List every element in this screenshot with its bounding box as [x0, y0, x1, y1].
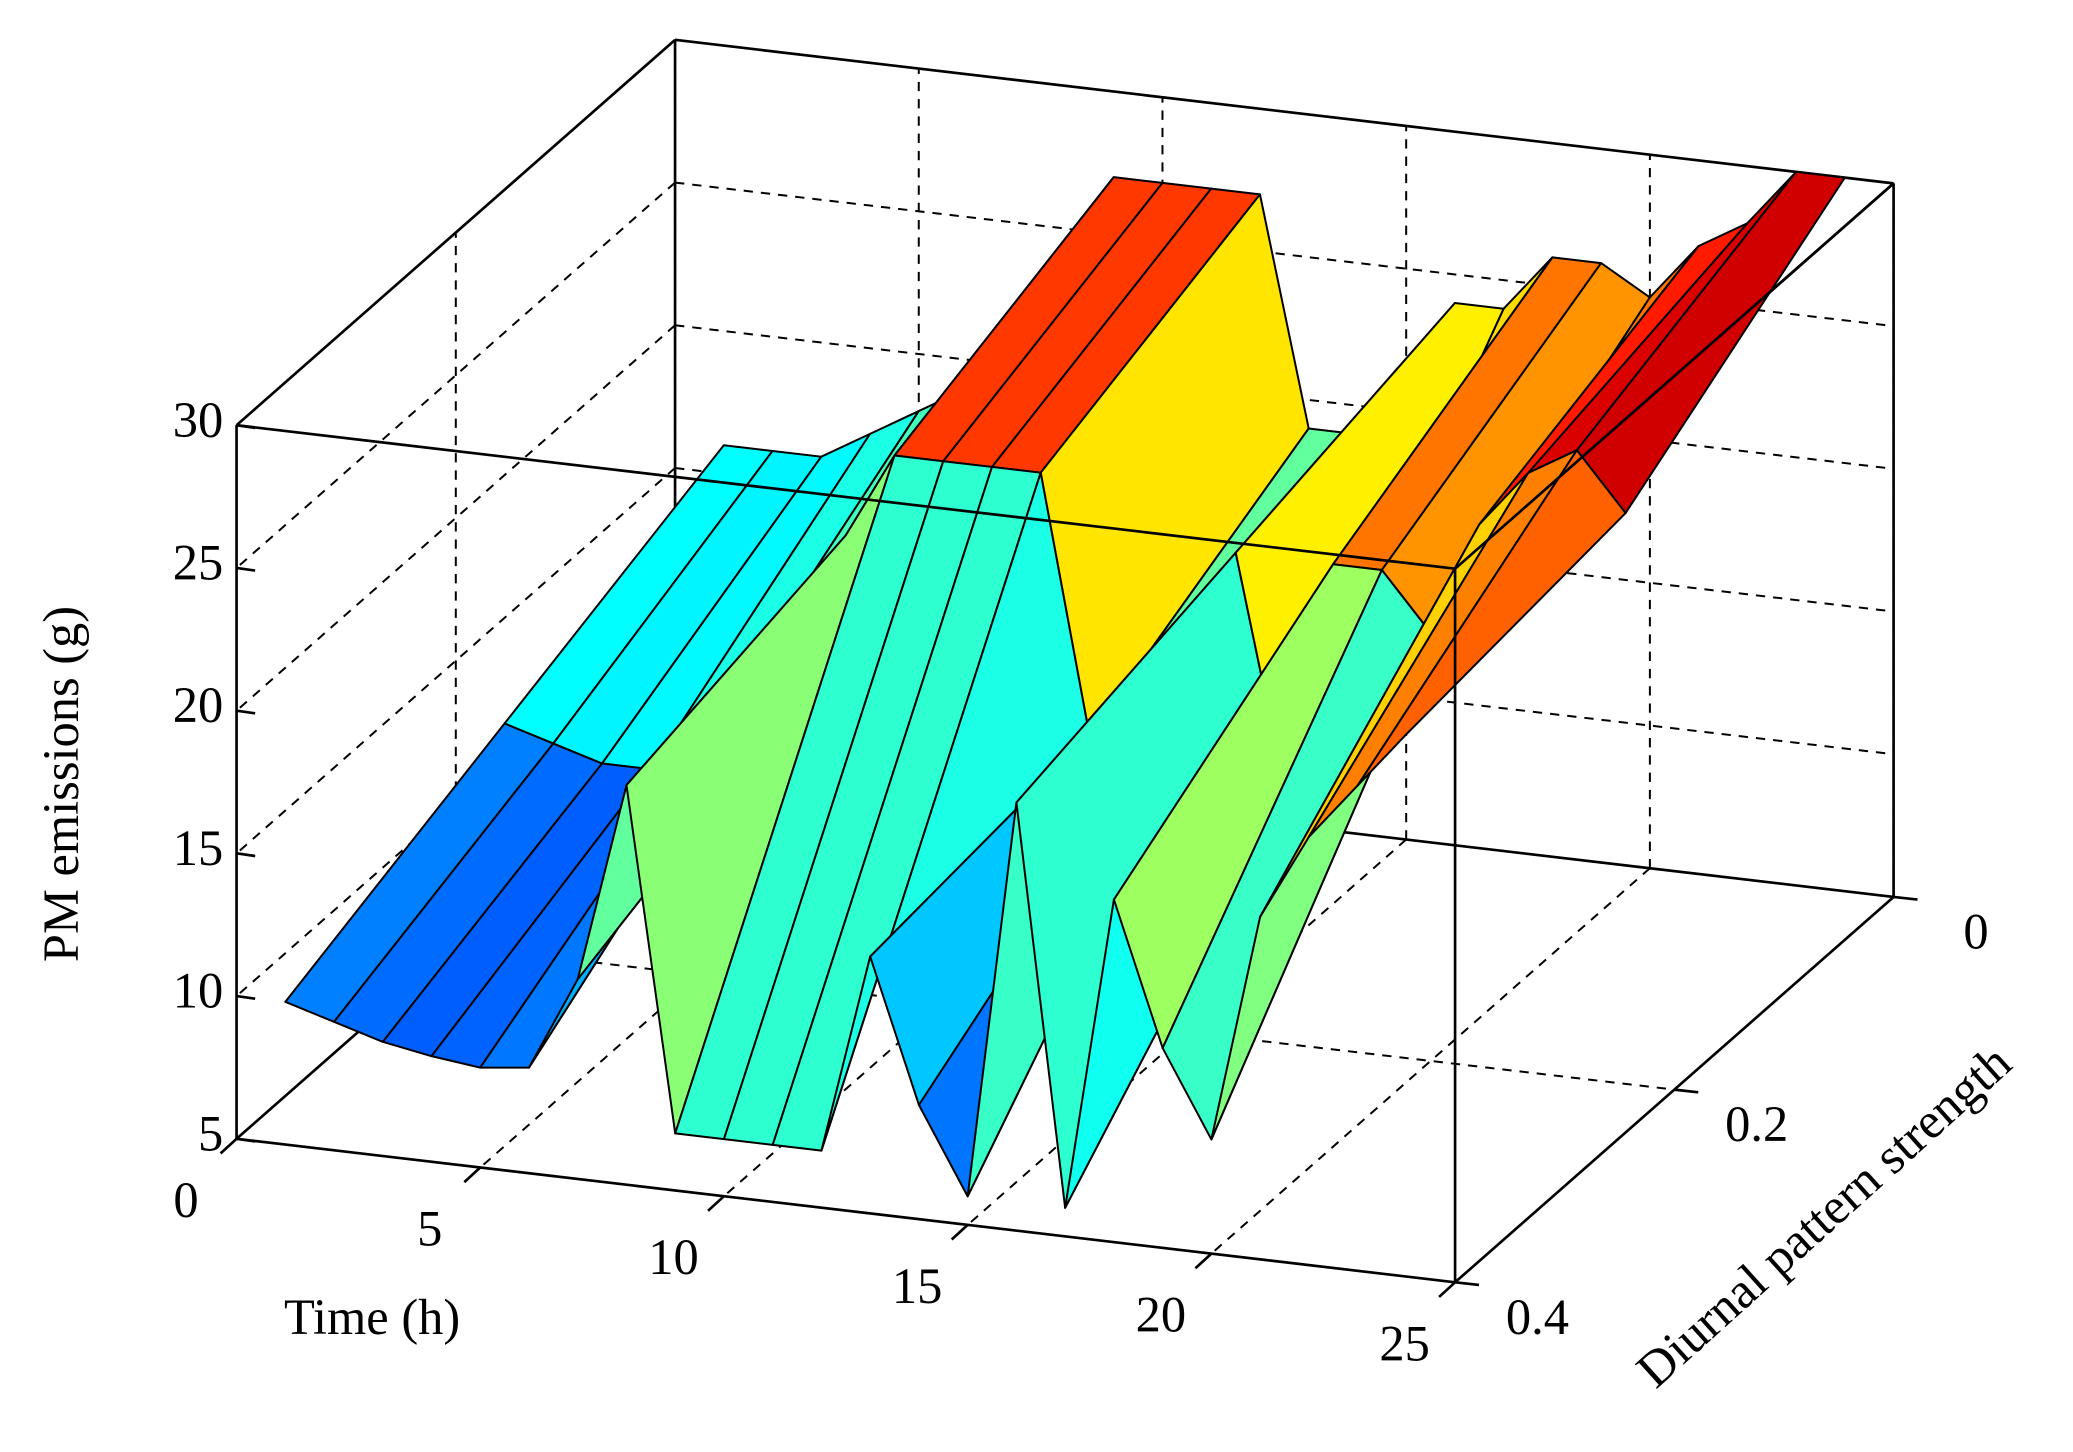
grid-line	[235, 324, 676, 712]
tick-mark	[236, 566, 256, 572]
tick-mark	[236, 709, 256, 715]
z-tick-label: 15	[173, 820, 223, 876]
axis-box-edge	[236, 1137, 1456, 1284]
x-tick-label: 10	[648, 1229, 698, 1285]
y-tick-label: 0	[1963, 903, 1988, 959]
y-axis-label: Diurnal pattern strength	[1626, 1034, 2022, 1398]
x-tick-label: 20	[1136, 1287, 1186, 1343]
axis-box-edge	[235, 38, 676, 427]
surface-face	[1356, 449, 1627, 787]
tick-mark	[950, 1223, 969, 1241]
axis-box-edge	[1454, 182, 1895, 570]
tick-mark	[236, 994, 256, 1001]
grid-line	[235, 181, 676, 569]
z-tick-label: 25	[173, 535, 223, 591]
axis-box-edge	[674, 38, 1894, 185]
tick-mark	[236, 1137, 256, 1143]
tick-mark	[236, 852, 256, 858]
tick-mark	[1454, 1280, 1480, 1287]
grid-line	[1210, 867, 1651, 1255]
x-tick-label: 5	[417, 1201, 442, 1257]
x-tick-label: 15	[892, 1258, 942, 1314]
x-axis-label: Time (h)	[284, 1289, 460, 1345]
grid-line	[479, 781, 920, 1169]
tick-mark	[236, 423, 256, 430]
z-tick-label: 30	[173, 392, 223, 448]
grid-line	[967, 838, 1407, 1226]
tick-mark	[1893, 895, 1918, 901]
tick-mark	[463, 1166, 482, 1184]
grid-line	[235, 467, 676, 855]
tick-mark	[1438, 1281, 1456, 1298]
z-tick-label: 5	[198, 1105, 223, 1161]
axis-box-edge	[236, 423, 1456, 571]
z-tick-label: 10	[173, 963, 223, 1019]
tick-mark	[1194, 1252, 1213, 1270]
z-axis-label: PM emissions (g)	[33, 606, 89, 962]
y-tick-label: 0.4	[1506, 1289, 1569, 1345]
grid-line	[235, 609, 676, 997]
tick-mark	[707, 1195, 725, 1212]
z-tick-label: 20	[173, 677, 223, 733]
x-tick-label: 0	[173, 1172, 198, 1228]
tick-mark	[219, 1137, 238, 1155]
y-tick-label: 0.2	[1725, 1096, 1788, 1152]
tick-mark	[1674, 1088, 1699, 1094]
x-tick-label: 25	[1379, 1315, 1429, 1371]
